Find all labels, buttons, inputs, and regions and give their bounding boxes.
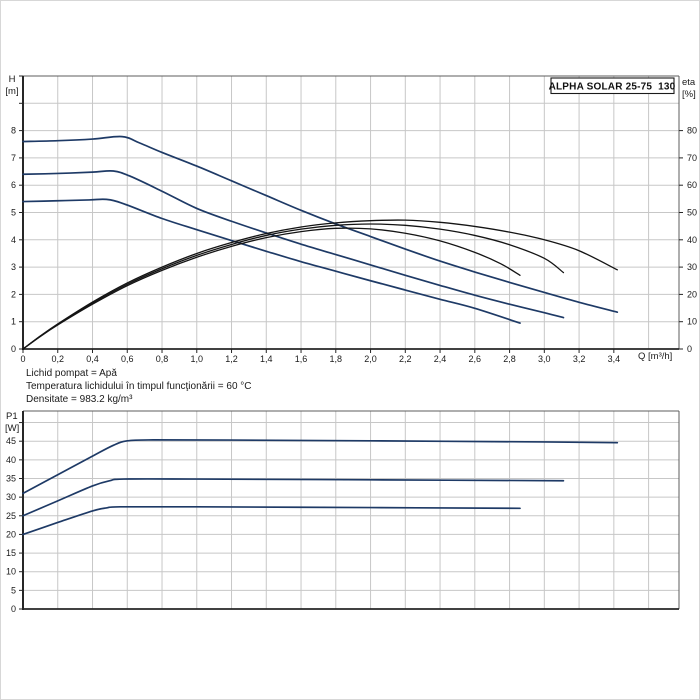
x-tick-label: 0,8 (156, 354, 169, 364)
y-tick-label-left: 30 (6, 492, 16, 502)
y-tick-label-left: 4 (11, 235, 16, 245)
y-tick-label-right: 30 (687, 262, 697, 272)
y-tick-label-left: 7 (11, 153, 16, 163)
x-tick-label: 2,0 (364, 354, 377, 364)
eta-axis-label: eta (682, 77, 696, 88)
x-tick-label: 2,4 (434, 354, 447, 364)
power-curve-speed-3 (22, 439, 619, 495)
pump-curve-speed-2 (22, 169, 565, 319)
y-tick-label-left: 5 (11, 585, 16, 595)
x-tick-label: 1,6 (295, 354, 308, 364)
hq-chart-area: 0 0,2 0,4 0,6 0,8 1,0 1,2 1,4 1,6 1,8 2,0 2,2 2,4 2,6… (11, 75, 697, 364)
y-tick-label-right: 50 (687, 208, 697, 218)
note-pumped-liquid: Lichid pompat = Apă (26, 368, 117, 379)
x-tick-label: 3,0 (538, 354, 551, 364)
pump-curve-speed-1 (22, 198, 521, 324)
x-tick-label: 2,2 (399, 354, 412, 364)
h-axis-unit: [m] (5, 86, 18, 97)
p1-axis-label: P1 (6, 411, 18, 422)
y-tick-label-right: 60 (687, 180, 697, 190)
y-tick-label-left: 0 (11, 604, 16, 614)
p1-axis-unit: [W] (5, 423, 19, 434)
y-tick-label-left: 35 (6, 473, 16, 483)
y-tick-label-right: 10 (687, 317, 697, 327)
y-tick-label-right: 70 (687, 153, 697, 163)
q-axis-label: Q [m³/h] (638, 351, 672, 362)
power-curve-speed-2 (22, 478, 565, 517)
note-liquid-temperature: Temperatura lichidului în timpul funcţio… (26, 381, 252, 392)
x-tick-label: 0 (20, 354, 25, 364)
eta-curve-speed-1 (22, 227, 521, 350)
x-tick-label: 0,2 (51, 354, 64, 364)
y-tick-label-left: 10 (6, 567, 16, 577)
y-tick-label-left: 45 (6, 436, 16, 446)
y-tick-label-left: 5 (11, 208, 16, 218)
y-tick-label-left: 1 (11, 317, 16, 327)
x-tick-label: 3,4 (608, 354, 621, 364)
y-tick-label-right: 80 (687, 126, 697, 136)
pump-model-title: ALPHA SOLAR 25-75 130 (549, 82, 676, 93)
eta-curve-speed-3 (22, 219, 618, 350)
y-tick-label-right: 40 (687, 235, 697, 245)
x-tick-label: 1,0 (191, 354, 204, 364)
y-tick-label-left: 6 (11, 180, 16, 190)
pump-model-box (550, 77, 675, 95)
y-tick-label-left: 40 (6, 455, 16, 465)
y-tick-label-left: 2 (11, 289, 16, 299)
x-tick-label: 3,2 (573, 354, 586, 364)
y-tick-label-left: 25 (6, 511, 16, 521)
x-tick-label: 0,4 (86, 354, 99, 364)
y-tick-label-right: 0 (687, 344, 692, 354)
y-tick-label-left: 15 (6, 548, 16, 558)
y-tick-label-left: 8 (11, 126, 16, 136)
y-tick-label-left: 3 (11, 262, 16, 272)
y-tick-label-left: 0 (11, 344, 16, 354)
x-tick-label: 1,8 (330, 354, 343, 364)
x-tick-label: 0,6 (121, 354, 134, 364)
y-tick-label-left: 20 (6, 529, 16, 539)
eta-curve-speed-2 (22, 223, 565, 350)
x-tick-label: 1,4 (260, 354, 273, 364)
h-axis-label: H (9, 74, 16, 85)
power-curve-speed-1 (22, 505, 521, 536)
note-density: Densitate = 983.2 kg/m³ (26, 394, 133, 405)
p1-chart-area: 0 5 10 15 20 25 30 35 40 45 (6, 410, 680, 614)
x-tick-label: 1,2 (225, 354, 238, 364)
pump-curve-speed-3 (22, 135, 619, 313)
x-tick-label: 2,6 (469, 354, 482, 364)
x-tick-label: 2,8 (503, 354, 516, 364)
y-tick-label-right: 20 (687, 289, 697, 299)
eta-axis-unit: [%] (682, 89, 696, 100)
